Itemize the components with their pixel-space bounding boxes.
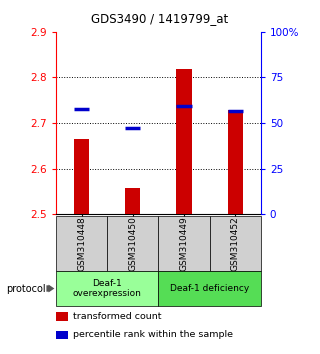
- Text: GDS3490 / 1419799_at: GDS3490 / 1419799_at: [92, 12, 228, 25]
- Text: GSM310450: GSM310450: [128, 216, 137, 271]
- Bar: [56, 216, 107, 271]
- Bar: [56, 271, 158, 306]
- FancyArrow shape: [46, 285, 54, 292]
- Text: GSM310449: GSM310449: [180, 216, 188, 271]
- Bar: [228, 110, 243, 214]
- Text: protocol: protocol: [6, 284, 46, 293]
- Bar: [74, 139, 89, 214]
- Text: percentile rank within the sample: percentile rank within the sample: [73, 330, 233, 339]
- Bar: [210, 216, 261, 271]
- Bar: [176, 69, 192, 214]
- Text: Deaf-1 deficiency: Deaf-1 deficiency: [170, 284, 249, 293]
- Bar: [158, 271, 261, 306]
- Text: GSM310452: GSM310452: [231, 216, 240, 271]
- Bar: [158, 216, 210, 271]
- Text: Deaf-1
overexpression: Deaf-1 overexpression: [73, 279, 142, 298]
- Text: transformed count: transformed count: [73, 312, 161, 321]
- Bar: [107, 216, 158, 271]
- Bar: [125, 188, 140, 214]
- Text: GSM310448: GSM310448: [77, 216, 86, 271]
